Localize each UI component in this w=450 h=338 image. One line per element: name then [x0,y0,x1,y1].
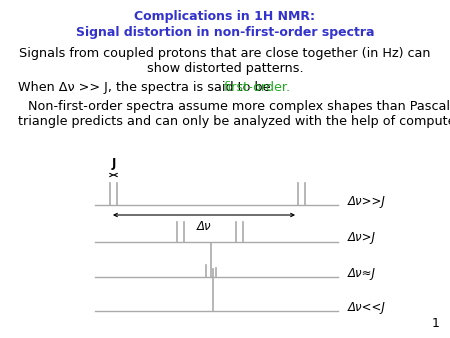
Text: Δν<<J: Δν<<J [348,300,386,314]
Text: Δν>>J: Δν>>J [348,194,386,208]
Text: Δν>J: Δν>J [348,232,376,244]
Text: Signal distortion in non-first-order spectra: Signal distortion in non-first-order spe… [76,26,374,39]
Text: Δν: Δν [197,220,212,233]
Text: When Δν >> J, the spectra is said to be: When Δν >> J, the spectra is said to be [18,81,274,94]
Text: 1: 1 [432,317,440,330]
Text: Signals from coupled protons that are close together (in Hz) can: Signals from coupled protons that are cl… [19,47,431,60]
Text: Complications in 1H NMR:: Complications in 1H NMR: [135,10,315,23]
Text: J: J [111,157,116,170]
Text: triangle predicts and can only be analyzed with the help of computers.: triangle predicts and can only be analyz… [18,115,450,128]
Text: Δν≈J: Δν≈J [348,266,376,280]
Text: show distorted patterns.: show distorted patterns. [147,62,303,75]
Text: Non-first-order spectra assume more complex shapes than Pascal’s: Non-first-order spectra assume more comp… [28,100,450,113]
Text: first-order.: first-order. [224,81,291,94]
